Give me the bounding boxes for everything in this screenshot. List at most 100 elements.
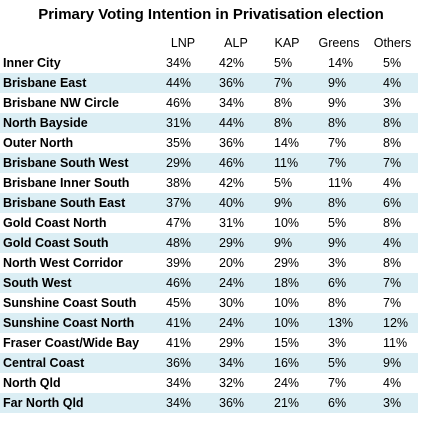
value-cell-greens: 9% bbox=[311, 73, 367, 93]
region-name-cell: Sunshine Coast North bbox=[0, 313, 157, 333]
value-cell-others: 12% bbox=[367, 313, 418, 333]
value-cell-lnp: 41% bbox=[166, 336, 192, 350]
value-cell-others: 9% bbox=[367, 353, 418, 373]
value-cell-greens: 6% bbox=[311, 393, 367, 413]
table-row: Fraser Coast/Wide Bay 41% 29% 15% 3% 11% bbox=[0, 333, 418, 353]
value-cell-greens: 8% bbox=[311, 193, 367, 213]
value-cell-others: 3% bbox=[367, 393, 418, 413]
value-cell-others: 7% bbox=[383, 296, 402, 310]
value-cell-others: 4% bbox=[367, 73, 418, 93]
column-header-others: Others bbox=[373, 36, 412, 50]
value-cell-others: 11% bbox=[383, 336, 408, 350]
value-cell-kap: 18% bbox=[263, 273, 311, 293]
value-cell-kap: 11% bbox=[263, 153, 311, 173]
value-cell-alp: 29% bbox=[219, 336, 245, 350]
value-cell-lnp: 34% bbox=[166, 56, 192, 70]
table-row: Inner City 34% 42% 5% 14% 5% bbox=[0, 53, 418, 73]
value-cell-alp: 29% bbox=[209, 233, 263, 253]
table-row: Brisbane South West 29% 46% 11% 7% 7% bbox=[0, 153, 418, 173]
value-cell-others: 5% bbox=[383, 56, 402, 70]
value-cell-kap: 10% bbox=[274, 296, 300, 310]
value-cell-lnp: 37% bbox=[157, 193, 209, 213]
table-row: North Bayside 31% 44% 8% 8% 8% bbox=[0, 113, 418, 133]
value-cell-others: 8% bbox=[383, 256, 402, 270]
region-name-cell: Gold Coast North bbox=[3, 216, 107, 230]
value-cell-kap: 16% bbox=[263, 353, 311, 373]
region-name-cell: Gold Coast South bbox=[0, 233, 157, 253]
value-cell-alp: 34% bbox=[209, 353, 263, 373]
region-name-cell: Brisbane East bbox=[0, 73, 157, 93]
value-cell-others: 8% bbox=[383, 136, 402, 150]
value-cell-alp: 34% bbox=[219, 96, 245, 110]
region-name-cell: Brisbane NW Circle bbox=[3, 96, 120, 110]
table-row: Far North Qld 34% 36% 21% 6% 3% bbox=[0, 393, 418, 413]
value-cell-lnp: 31% bbox=[157, 113, 209, 133]
region-name-cell: South West bbox=[0, 273, 157, 293]
value-cell-others: 4% bbox=[367, 233, 418, 253]
value-cell-alp: 46% bbox=[209, 153, 263, 173]
value-cell-lnp: 48% bbox=[157, 233, 209, 253]
value-cell-others: 7% bbox=[367, 153, 418, 173]
table-row: Brisbane South East 37% 40% 9% 8% 6% bbox=[0, 193, 418, 213]
value-cell-kap: 8% bbox=[263, 113, 311, 133]
value-cell-greens: 5% bbox=[311, 353, 367, 373]
column-header-greens: Greens bbox=[318, 36, 360, 50]
value-cell-kap: 14% bbox=[274, 136, 300, 150]
column-header-alp: ALP bbox=[224, 36, 248, 50]
value-cell-alp: 30% bbox=[219, 296, 245, 310]
value-cell-kap: 9% bbox=[263, 193, 311, 213]
value-cell-greens: 14% bbox=[328, 56, 354, 70]
table-row: Brisbane East 44% 36% 7% 9% 4% bbox=[0, 73, 418, 93]
value-cell-alp: 36% bbox=[219, 136, 245, 150]
table-row: Sunshine Coast North 41% 24% 10% 13% 12% bbox=[0, 313, 418, 333]
table-row: Sunshine Coast South 45% 30% 10% 8% 7% bbox=[0, 293, 418, 313]
table-title: Primary Voting Intention in Privatisatio… bbox=[38, 6, 384, 23]
value-cell-alp: 32% bbox=[219, 376, 245, 390]
region-name-cell: Brisbane South West bbox=[0, 153, 157, 173]
value-cell-greens: 8% bbox=[311, 113, 367, 133]
value-cell-lnp: 36% bbox=[157, 353, 209, 373]
value-cell-alp: 24% bbox=[209, 313, 263, 333]
value-cell-kap: 21% bbox=[263, 393, 311, 413]
table-row: North West Corridor 39% 20% 29% 3% 8% bbox=[0, 253, 418, 273]
table-row: Outer North 35% 36% 14% 7% 8% bbox=[0, 133, 418, 153]
header-row: LNP ALP KAP Greens Others bbox=[0, 33, 418, 53]
table-row: Central Coast 36% 34% 16% 5% 9% bbox=[0, 353, 418, 373]
region-name-cell: Sunshine Coast South bbox=[3, 296, 137, 310]
table-row: Gold Coast North 47% 31% 10% 5% 8% bbox=[0, 213, 418, 233]
value-cell-lnp: 35% bbox=[166, 136, 192, 150]
table-row: Brisbane NW Circle 46% 34% 8% 9% 3% bbox=[0, 93, 418, 113]
value-cell-greens: 3% bbox=[328, 256, 347, 270]
region-name-cell: Outer North bbox=[3, 136, 74, 150]
value-cell-lnp: 29% bbox=[157, 153, 209, 173]
voting-intention-table: LNP ALP KAP Greens Others Inner City 34% 4… bbox=[0, 33, 418, 413]
value-cell-greens: 9% bbox=[311, 233, 367, 253]
region-name-cell: North Bayside bbox=[0, 113, 157, 133]
table-row: South West 46% 24% 18% 6% 7% bbox=[0, 273, 418, 293]
value-cell-alp: 36% bbox=[209, 73, 263, 93]
region-name-cell: North Qld bbox=[3, 376, 61, 390]
value-cell-kap: 24% bbox=[274, 376, 300, 390]
value-cell-kap: 5% bbox=[274, 56, 293, 70]
value-cell-greens: 5% bbox=[328, 216, 347, 230]
value-cell-others: 8% bbox=[383, 216, 402, 230]
value-cell-kap: 10% bbox=[263, 313, 311, 333]
value-cell-lnp: 44% bbox=[157, 73, 209, 93]
value-cell-greens: 13% bbox=[311, 313, 367, 333]
value-cell-lnp: 46% bbox=[157, 273, 209, 293]
value-cell-others: 6% bbox=[367, 193, 418, 213]
region-name-cell: Fraser Coast/Wide Bay bbox=[3, 336, 140, 350]
value-cell-greens: 6% bbox=[311, 273, 367, 293]
value-cell-greens: 7% bbox=[311, 153, 367, 173]
region-name-cell: Central Coast bbox=[0, 353, 157, 373]
table-row: North Qld 34% 32% 24% 7% 4% bbox=[0, 373, 418, 393]
value-cell-others: 4% bbox=[383, 376, 402, 390]
value-cell-greens: 3% bbox=[328, 336, 347, 350]
value-cell-others: 7% bbox=[367, 273, 418, 293]
table-row: Brisbane Inner South 38% 42% 5% 11% 4% bbox=[0, 173, 418, 193]
value-cell-kap: 8% bbox=[274, 96, 293, 110]
value-cell-lnp: 45% bbox=[166, 296, 192, 310]
value-cell-lnp: 46% bbox=[166, 96, 192, 110]
value-cell-kap: 29% bbox=[274, 256, 300, 270]
